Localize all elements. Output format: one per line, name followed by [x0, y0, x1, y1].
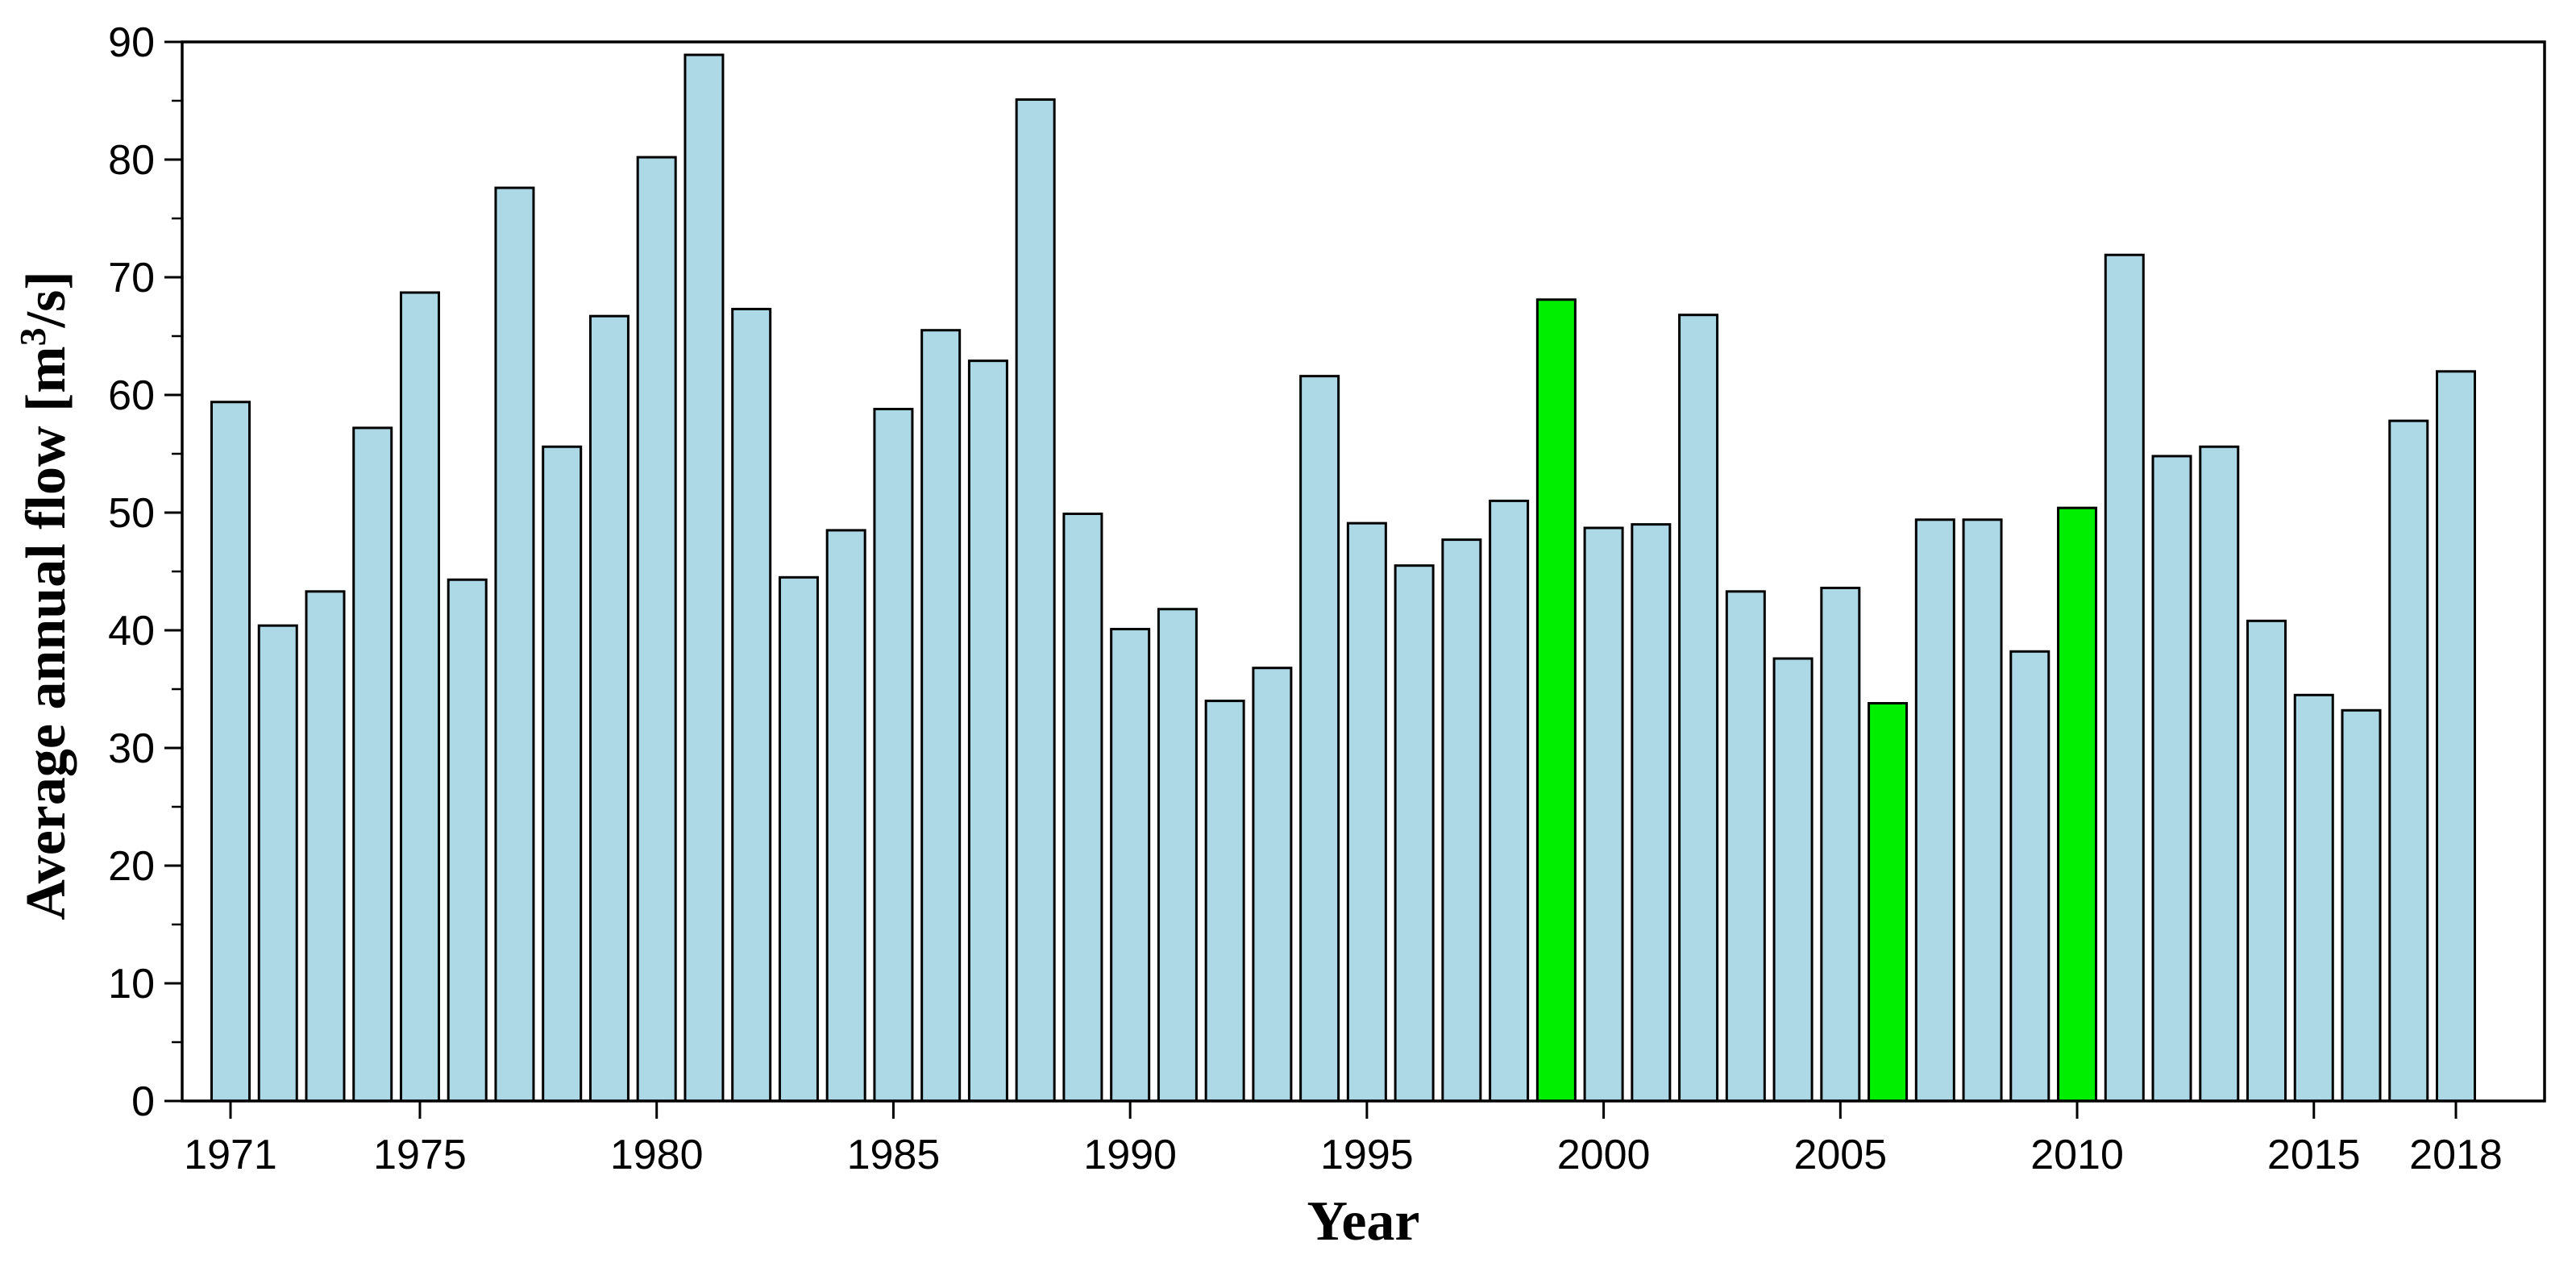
bar	[636, 156, 677, 1103]
x-axis-tick-label: 1980	[610, 1132, 704, 1178]
bar	[2293, 693, 2334, 1103]
bar	[494, 186, 535, 1103]
bar	[2246, 619, 2287, 1103]
bar	[1441, 538, 1482, 1103]
x-axis-tick-label: 2000	[1557, 1132, 1651, 1178]
bar	[825, 529, 866, 1103]
bar	[1725, 590, 1766, 1103]
bar	[210, 401, 251, 1103]
x-axis-tick-label: 2005	[1793, 1132, 1887, 1178]
y-axis-tick-label: 80	[108, 137, 155, 184]
y-axis-title-prefix: Average annual flow [m	[15, 346, 77, 920]
bar	[1252, 667, 1293, 1103]
bar	[731, 307, 772, 1103]
x-axis-tick-label: 2015	[2267, 1132, 2361, 1178]
bar-highlighted	[1868, 702, 1909, 1103]
bar	[1346, 521, 1387, 1103]
bar	[2009, 650, 2050, 1103]
bar	[1062, 512, 1103, 1103]
y-axis-title-superscript: 3	[12, 327, 53, 346]
y-axis-tick-label: 70	[108, 255, 155, 301]
bar	[447, 578, 488, 1103]
bar	[1962, 518, 2003, 1103]
y-axis-tick-label: 40	[108, 608, 155, 654]
bar	[542, 445, 583, 1103]
bar	[778, 575, 819, 1103]
y-axis-tick-label: 10	[108, 961, 155, 1007]
bar	[1394, 564, 1435, 1103]
bar	[2104, 253, 2145, 1103]
bar	[1678, 314, 1719, 1103]
x-axis-tick-label: 1990	[1083, 1132, 1177, 1178]
bar	[1820, 586, 1861, 1103]
bar-highlighted	[1535, 298, 1577, 1103]
bar	[588, 314, 629, 1103]
bar	[1204, 700, 1245, 1103]
bar	[920, 329, 962, 1103]
y-axis-tick-label: 20	[108, 843, 155, 890]
bar	[1914, 518, 1955, 1103]
bar	[2388, 419, 2429, 1103]
x-axis-tick-label: 2010	[2030, 1132, 2124, 1178]
bar	[1015, 98, 1056, 1103]
bar	[683, 53, 725, 1103]
x-axis-title: Year	[1307, 1190, 1420, 1253]
bar	[257, 624, 298, 1103]
y-axis-tick-label: 90	[108, 19, 155, 66]
y-axis-title-suffix: /s]	[15, 271, 77, 328]
x-axis-tick-label: 1995	[1320, 1132, 1414, 1178]
bar	[2199, 445, 2240, 1103]
x-axis-tick-label: 2018	[2409, 1132, 2503, 1178]
bar	[2436, 370, 2476, 1103]
y-axis-tick-label: 50	[108, 490, 155, 537]
y-axis-tick-label: 60	[108, 372, 155, 419]
bar	[352, 426, 393, 1103]
bar	[1631, 523, 1672, 1103]
bar	[1772, 657, 1814, 1103]
y-axis-title: Average annual flow [m3/s]	[12, 271, 77, 920]
bar	[1157, 608, 1198, 1103]
x-axis-tick-label: 1975	[373, 1132, 467, 1178]
bar	[1110, 628, 1151, 1103]
bar	[967, 359, 1008, 1103]
bar	[305, 590, 346, 1103]
bar	[1489, 499, 1530, 1103]
bar	[2151, 455, 2192, 1103]
bar	[1583, 526, 1624, 1103]
bar	[1299, 375, 1340, 1103]
y-axis-tick-label: 0	[131, 1078, 155, 1125]
x-axis-tick-label: 1971	[184, 1132, 277, 1178]
bar	[873, 408, 914, 1103]
bar-highlighted	[2057, 506, 2098, 1103]
bar	[2341, 708, 2382, 1103]
bar	[399, 291, 440, 1103]
x-axis-tick-label: 1985	[847, 1132, 941, 1178]
y-axis-tick-label: 30	[108, 725, 155, 772]
